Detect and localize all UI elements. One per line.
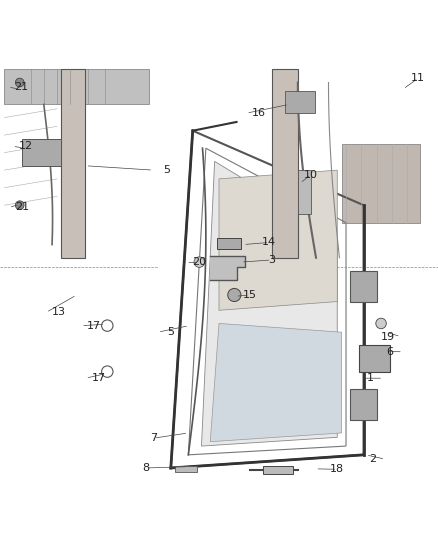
Text: 10: 10 [304,169,318,180]
Text: 5: 5 [167,327,174,337]
Text: 8: 8 [142,463,149,473]
Text: 16: 16 [252,108,266,118]
Text: 19: 19 [381,332,395,342]
Text: 2: 2 [369,454,376,464]
Bar [4,69,149,104]
Text: 6: 6 [386,347,393,357]
Bar [272,69,298,258]
Text: 11: 11 [411,73,425,83]
Text: 15: 15 [243,290,257,300]
Text: 21: 21 [15,203,29,212]
Bar [61,69,85,258]
Text: 13: 13 [52,308,66,318]
Bar [175,466,197,472]
Text: 3: 3 [268,255,275,265]
Bar [22,140,61,166]
Text: 20: 20 [192,257,206,267]
Text: 17: 17 [92,373,106,383]
Bar [285,91,315,113]
Bar [263,466,293,474]
Polygon shape [201,161,337,446]
Circle shape [15,201,24,209]
Bar [350,271,377,302]
Text: 1: 1 [367,373,374,383]
Text: 21: 21 [14,82,28,92]
Text: 7: 7 [150,433,157,443]
Circle shape [228,288,241,302]
Bar [342,144,420,223]
Bar [217,238,241,249]
Bar [359,345,390,372]
Text: 18: 18 [330,464,344,474]
Polygon shape [219,170,337,310]
Text: 14: 14 [262,237,276,247]
Circle shape [194,257,205,268]
Bar [298,170,311,214]
Text: 17: 17 [87,321,101,330]
Bar [350,389,377,420]
Text: 12: 12 [18,141,32,151]
Polygon shape [210,324,342,442]
Polygon shape [210,255,245,280]
Circle shape [15,78,24,87]
Text: 5: 5 [163,165,170,175]
Circle shape [376,318,386,329]
